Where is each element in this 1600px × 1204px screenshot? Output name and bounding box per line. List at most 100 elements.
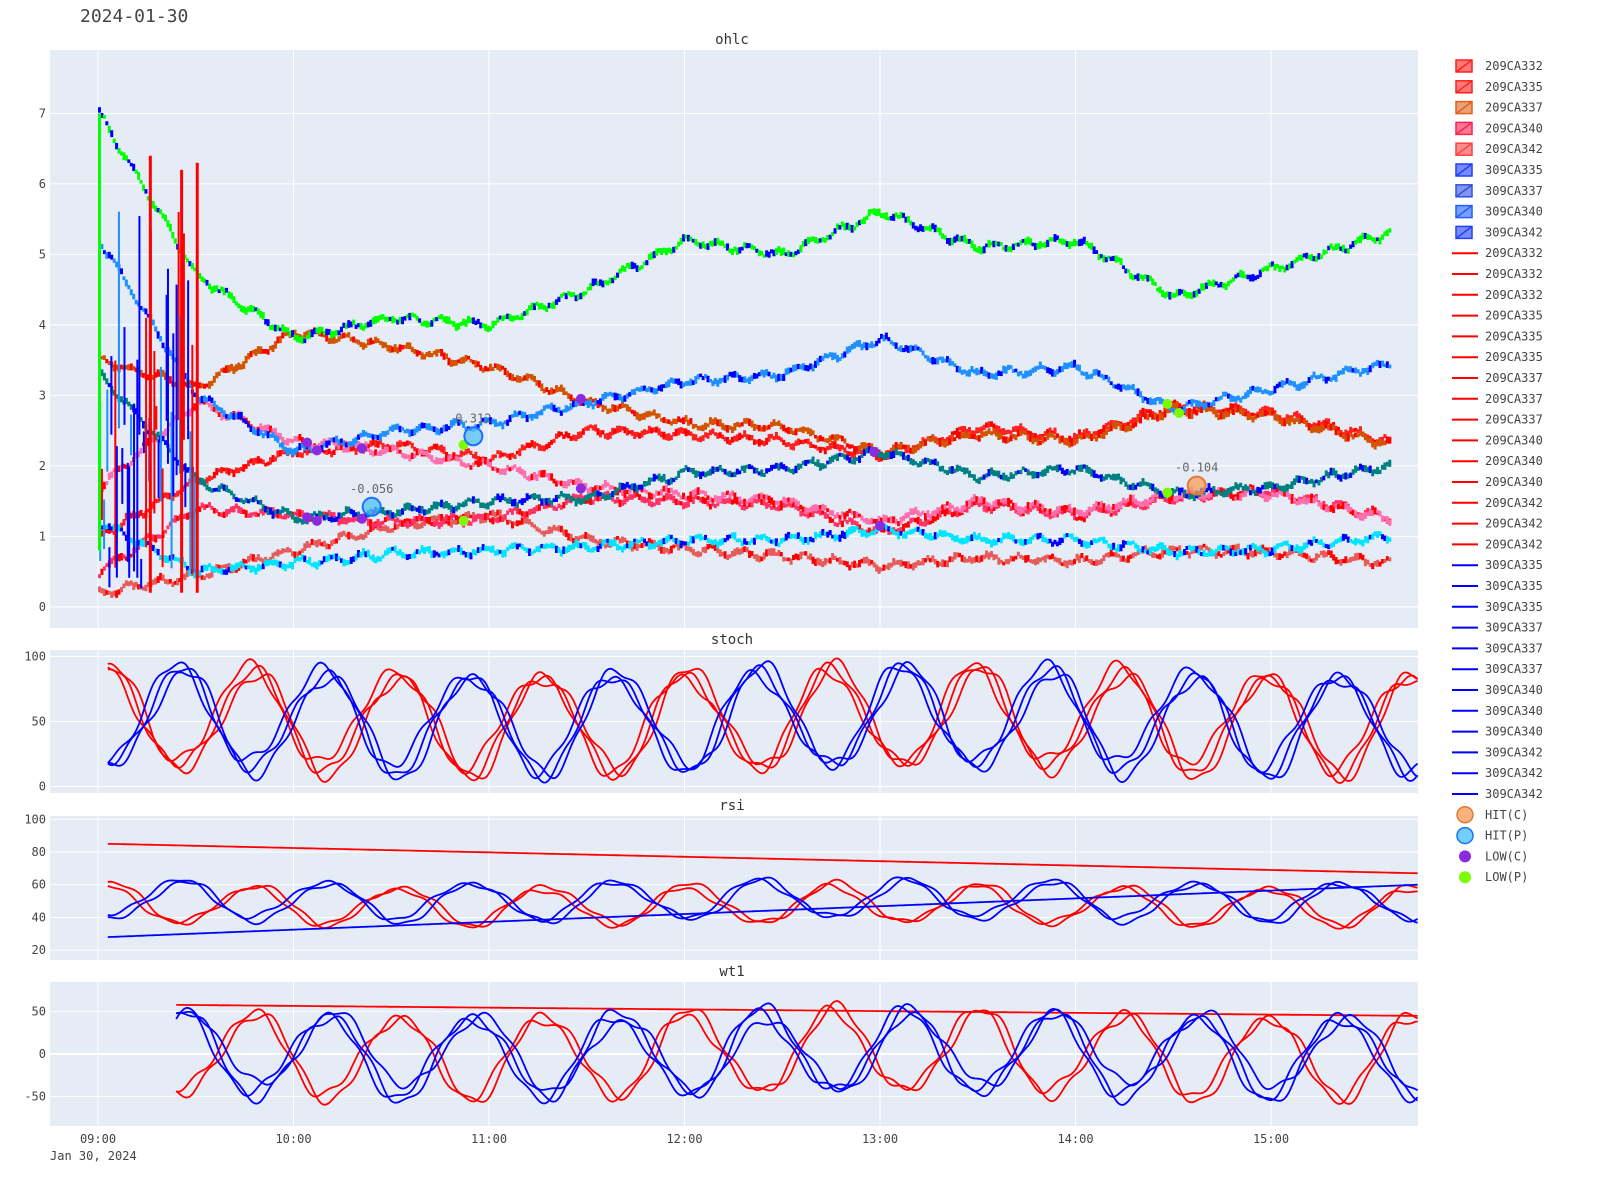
- y-tick-label: 0: [39, 1047, 46, 1061]
- ohlc-bar: [1095, 250, 1098, 254]
- ohlc-bar: [257, 513, 260, 517]
- spike-bar: [110, 356, 112, 435]
- hit-marker: [1188, 477, 1206, 495]
- ohlc-bar: [1320, 255, 1323, 259]
- ohlc-bar: [98, 107, 101, 112]
- legend-item: 209CA332: [1452, 288, 1543, 302]
- hit-annotation: 0.312: [455, 411, 491, 425]
- ohlc-bar: [259, 500, 262, 505]
- ohlc-bar: [127, 159, 130, 163]
- ohlc-bar: [584, 291, 587, 295]
- ohlc-bar: [1388, 460, 1391, 467]
- ohlc-bar: [936, 461, 939, 466]
- ohlc-bar: [218, 372, 221, 376]
- spike-bar: [183, 233, 185, 439]
- ohlc-bar: [1078, 365, 1081, 372]
- ohlc-bar: [1388, 519, 1391, 526]
- hit-annotation: -0.104: [1175, 461, 1218, 475]
- hit-marker: [363, 498, 381, 516]
- ohlc-bar: [797, 501, 800, 505]
- ohlc-bar: [1073, 470, 1076, 475]
- ohlc-bar: [1000, 242, 1003, 246]
- ohlc-bar: [804, 551, 807, 556]
- ohlc-bar: [1139, 417, 1142, 424]
- ohlc-bar: [333, 450, 336, 455]
- legend-label: 209CA335: [1485, 309, 1543, 323]
- ohlc-bar: [763, 473, 766, 477]
- ohlc-bar: [113, 139, 116, 144]
- spike-bar: [121, 448, 123, 504]
- legend-item: 309CA340: [1456, 205, 1543, 219]
- legend-label: 209CA340: [1485, 121, 1543, 135]
- ohlc-bar: [240, 412, 243, 419]
- ohlc-bar: [245, 420, 248, 424]
- ohlc-bar: [1379, 470, 1382, 474]
- legend-item: 209CA335: [1452, 350, 1543, 364]
- spike-bar: [193, 477, 195, 573]
- spike-bar: [116, 446, 118, 577]
- spike-bar: [118, 212, 120, 429]
- ohlc-bar: [733, 532, 736, 540]
- hit-marker: [464, 427, 482, 445]
- low-p-marker: [1162, 399, 1172, 409]
- spike-bar: [176, 285, 178, 476]
- y-tick-label: 7: [39, 106, 46, 120]
- ohlc-bar: [171, 232, 174, 238]
- low-c-marker: [357, 443, 367, 453]
- hit-annotation: -0.056: [350, 482, 393, 496]
- ohlc-bar: [301, 453, 304, 458]
- spike-bar: [172, 333, 174, 496]
- ohlc-bar: [553, 439, 556, 443]
- legend-item: 209CA332: [1452, 267, 1543, 281]
- ohlc-bar: [120, 528, 123, 532]
- ohlc-bar: [1388, 538, 1391, 542]
- ohlc-bar: [152, 320, 155, 326]
- legend-item: 309CA335: [1456, 163, 1543, 177]
- ohlc-bar: [1244, 548, 1247, 554]
- ohlc-bar: [127, 285, 130, 289]
- y-tick-label: 3: [39, 388, 46, 402]
- ohlc-bar: [1019, 470, 1022, 474]
- date-title: 2024-01-30: [80, 6, 188, 27]
- low-c-marker: [869, 447, 879, 457]
- ohlc-bar: [386, 430, 389, 435]
- spike-bar: [133, 404, 135, 572]
- y-tick-label: 4: [39, 318, 46, 332]
- legend-label: 309CA340: [1485, 205, 1543, 219]
- y-tick-label: 80: [32, 845, 46, 859]
- spike-bar: [162, 468, 164, 567]
- legend-label: 209CA332: [1485, 267, 1543, 281]
- ohlc-bar: [513, 454, 516, 459]
- low-c-marker: [302, 438, 312, 448]
- spike-bar: [130, 415, 132, 456]
- spike-bar: [128, 466, 130, 577]
- ohlc-bar: [103, 566, 106, 570]
- ohlc-bar: [262, 312, 265, 320]
- low-c-marker: [312, 445, 322, 455]
- spike-bar: [101, 469, 103, 520]
- ohlc-bar: [1122, 265, 1125, 269]
- legend-label: 309CA335: [1485, 163, 1543, 177]
- ohlc-bar: [1134, 422, 1137, 427]
- legend-label: 209CA337: [1485, 101, 1543, 115]
- ohlc-bar: [477, 499, 480, 503]
- spike-bar: [187, 280, 189, 439]
- legend-label: 209CA335: [1485, 329, 1543, 343]
- ohlc-bar: [1014, 556, 1017, 560]
- ohlc-bar: [137, 172, 140, 180]
- ohlc-bar: [1347, 248, 1350, 254]
- spike-bar: [138, 216, 140, 435]
- ohlc-bar: [1127, 269, 1130, 273]
- x-tick-label: 11:00: [471, 1132, 507, 1146]
- legend-item: 209CA335: [1452, 329, 1543, 343]
- y-tick-label: 5: [39, 247, 46, 261]
- low-c-marker: [312, 516, 322, 526]
- ohlc-bar: [1322, 476, 1325, 481]
- ohlc-bar: [110, 472, 113, 478]
- spike-bar: [149, 156, 152, 593]
- ohlc-bar: [164, 530, 167, 534]
- spike-bar: [108, 547, 110, 587]
